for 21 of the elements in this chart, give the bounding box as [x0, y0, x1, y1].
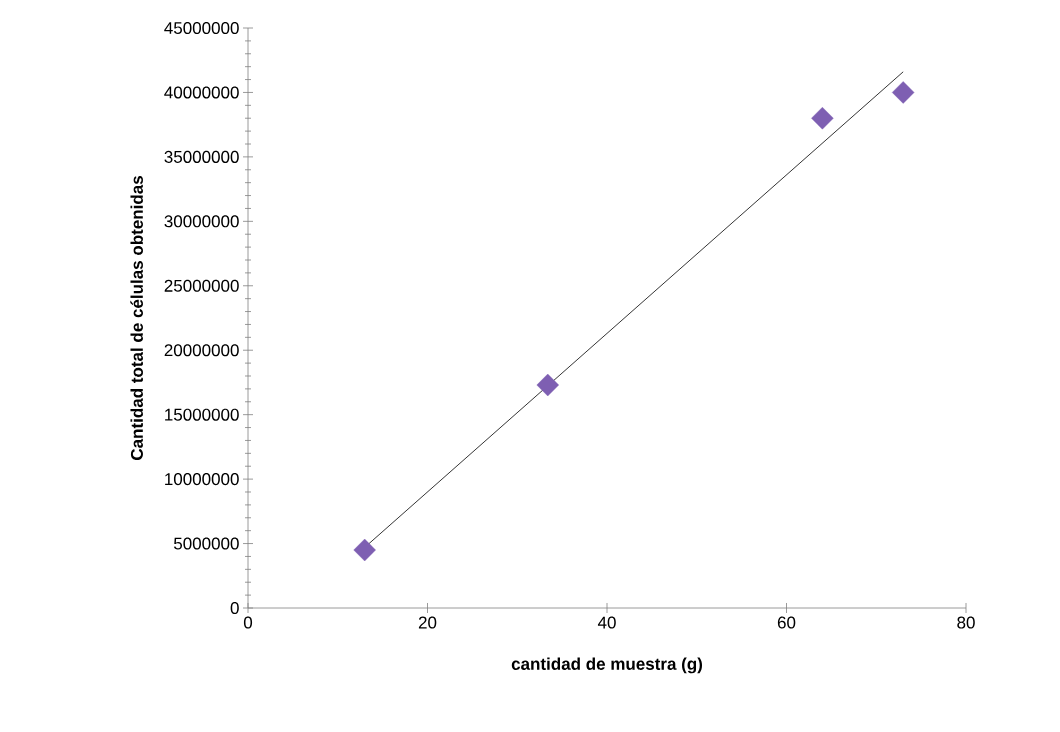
x-tick-label: 40 — [597, 616, 616, 629]
y-tick-label: 0 — [230, 601, 239, 615]
y-axis-title: Cantidad total de células obtenidas — [130, 176, 143, 460]
y-tick-label: 10000000 — [165, 473, 239, 486]
point — [892, 81, 915, 104]
point — [536, 373, 559, 397]
x-tick-label: 80 — [957, 616, 975, 629]
x-tick-label: 0 — [243, 616, 253, 629]
point — [811, 107, 834, 130]
y-tick-label: 45000000 — [164, 21, 239, 35]
y-tick-label: 35000000 — [164, 150, 239, 163]
y-tick-label: 15000000 — [165, 408, 239, 421]
point — [353, 538, 376, 562]
y-tick-label: 5000000 — [173, 537, 239, 550]
x-axis-title: cantidad de muestra (g) — [511, 657, 703, 674]
x-tick-label: 20 — [418, 616, 437, 629]
y-tick-label: 30000000 — [164, 215, 239, 228]
y-tick-label: 40000000 — [164, 86, 239, 99]
y-tick-label: 25000000 — [164, 279, 239, 292]
x-tick-label: 60 — [777, 616, 796, 629]
y-tick-label: 20000000 — [164, 344, 239, 357]
